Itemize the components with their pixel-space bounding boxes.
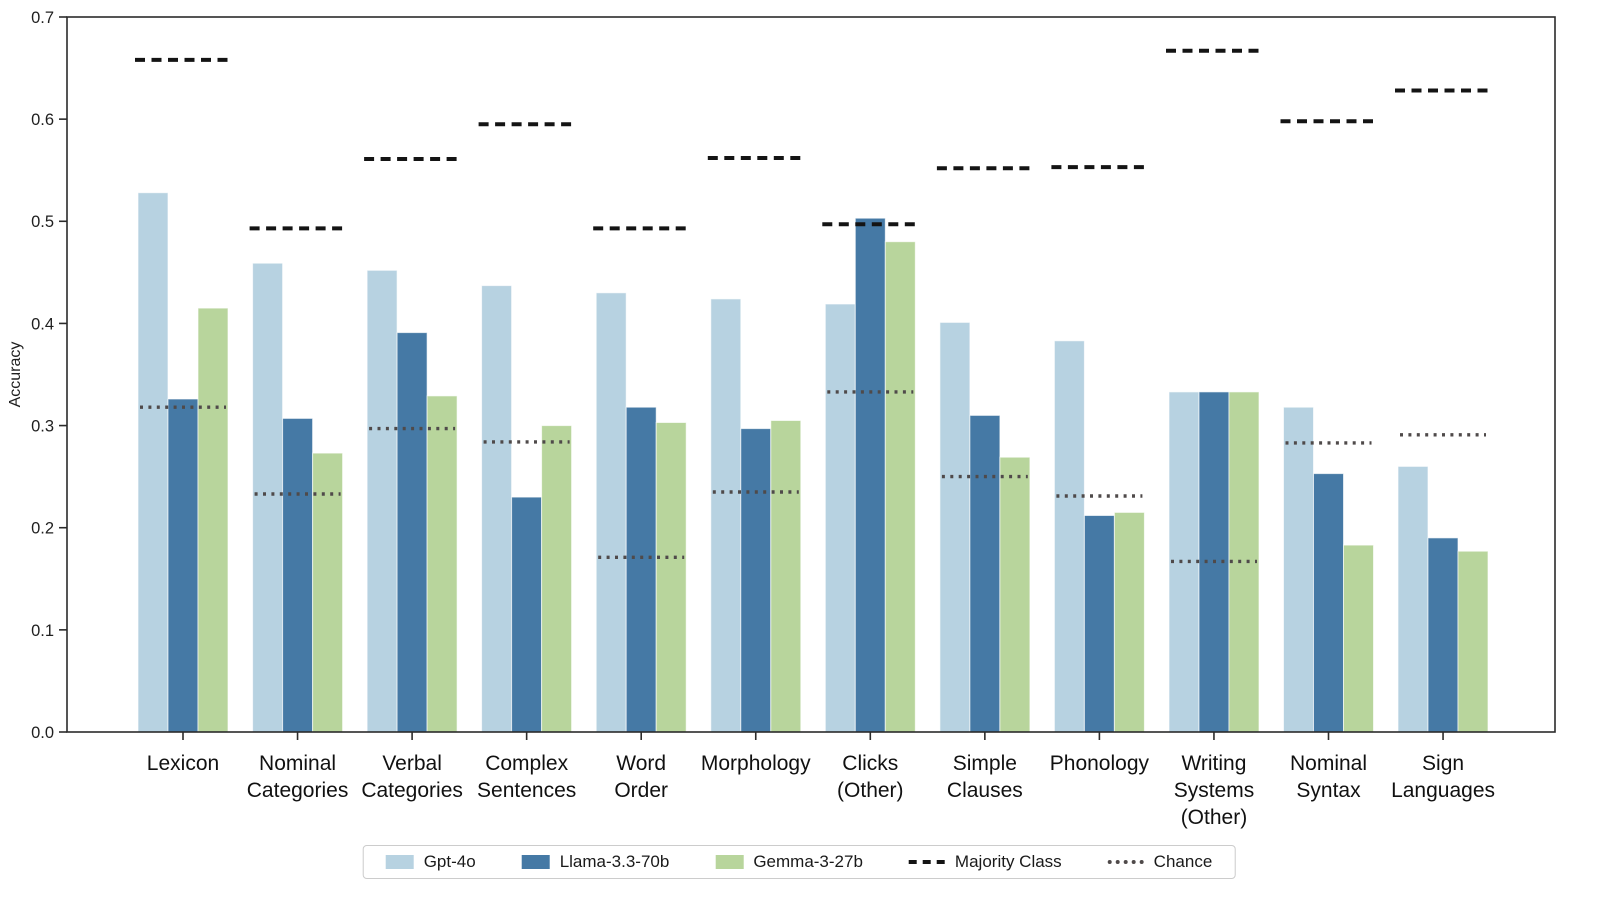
- bar-llama-3-3-70b: [740, 428, 772, 733]
- bar-gpt-4o: [710, 298, 742, 733]
- bar-llama-3-3-70b: [854, 217, 886, 733]
- bar-llama-3-3-70b: [1083, 515, 1115, 733]
- bar-gpt-4o: [824, 303, 856, 733]
- y-tick-label: 0.3: [31, 418, 54, 436]
- bar-gemma-3-27b: [770, 420, 802, 733]
- x-tick-label: Simple Clauses: [947, 752, 1023, 802]
- legend-label: Majority Class: [954, 852, 1062, 871]
- legend-item-gpt-4o: Gpt-4o: [385, 852, 476, 872]
- y-tick-label: 0.0: [31, 724, 54, 742]
- legend-label: Llama-3.3-70b: [559, 852, 670, 871]
- legend-item-llama-3-3-70b: Llama-3.3-70b: [521, 852, 670, 872]
- x-tick-label: Phonology: [1050, 752, 1150, 775]
- y-tick-label: 0.5: [31, 213, 54, 231]
- x-tick-label: Nominal Categories: [247, 752, 349, 802]
- bar-gemma-3-27b: [1228, 391, 1260, 733]
- x-tick-label: Nominal Syntax: [1290, 752, 1367, 802]
- bar-gemma-3-27b: [655, 422, 687, 733]
- bar-gpt-4o: [366, 269, 398, 733]
- bar-gemma-3-27b: [999, 456, 1031, 733]
- bar-gpt-4o: [137, 192, 169, 733]
- legend-swatch-icon: [715, 855, 744, 869]
- bar-gemma-3-27b: [197, 307, 229, 733]
- x-tick-label: Sign Languages: [1391, 752, 1495, 802]
- y-axis-label: Accuracy: [7, 342, 24, 408]
- bar-gpt-4o: [1283, 406, 1314, 733]
- legend-swatch-icon: [521, 855, 550, 869]
- bar-gemma-3-27b: [312, 452, 344, 733]
- bar-gpt-4o: [481, 285, 513, 733]
- x-tick-label: Complex Sentences: [477, 752, 576, 802]
- x-tick-label: Morphology: [701, 752, 811, 775]
- bar-llama-3-3-70b: [969, 414, 1001, 733]
- bar-gemma-3-27b: [1343, 544, 1374, 733]
- x-tick-label: Clicks (Other): [837, 752, 904, 802]
- bar-llama-3-3-70b: [625, 406, 657, 733]
- bar-llama-3-3-70b: [167, 398, 199, 733]
- x-tick-label: Writing Systems (Other): [1174, 752, 1255, 829]
- bar-llama-3-3-70b: [1427, 537, 1459, 733]
- bar-llama-3-3-70b: [282, 417, 314, 733]
- legend-label: Gemma-3-27b: [753, 852, 863, 871]
- legend-swatch-icon: [385, 855, 414, 869]
- legend-item-majority-class: Majority Class: [908, 852, 1062, 872]
- bar-llama-3-3-70b: [511, 496, 543, 733]
- legend-item-chance: Chance: [1107, 852, 1213, 872]
- bar-gpt-4o: [252, 262, 284, 733]
- x-tick-label: Verbal Categories: [361, 752, 463, 802]
- bar-gemma-3-27b: [884, 241, 916, 733]
- legend-label: Gpt-4o: [423, 852, 476, 871]
- bar-llama-3-3-70b: [1313, 473, 1344, 733]
- bar-llama-3-3-70b: [396, 332, 428, 733]
- legend-label: Chance: [1153, 852, 1213, 871]
- dashed-line-icon: [908, 860, 945, 864]
- y-tick-label: 0.7: [31, 9, 54, 27]
- bar-gemma-3-27b: [426, 395, 458, 733]
- bar-gpt-4o: [939, 321, 971, 733]
- bar-gemma-3-27b: [1457, 550, 1489, 733]
- bar-gpt-4o: [1397, 465, 1429, 733]
- x-tick-label: Lexicon: [147, 752, 219, 775]
- plot-border: [66, 16, 1556, 733]
- y-tick-label: 0.1: [31, 622, 54, 640]
- y-tick-label: 0.6: [31, 111, 54, 129]
- legend: Gpt-4o Llama-3.3-70b Gemma-3-27b Majority C…: [362, 845, 1236, 879]
- bar-gemma-3-27b: [541, 425, 573, 733]
- bar-gemma-3-27b: [1113, 511, 1145, 733]
- y-tick-label: 0.2: [31, 520, 54, 538]
- legend-item-gemma-3-27b: Gemma-3-27b: [715, 852, 863, 872]
- bar-gpt-4o: [1053, 340, 1085, 733]
- y-tick-label: 0.4: [31, 315, 54, 333]
- dotted-line-icon: [1107, 860, 1144, 864]
- x-tick-label: Word Order: [614, 752, 668, 802]
- bar-gpt-4o: [595, 292, 627, 733]
